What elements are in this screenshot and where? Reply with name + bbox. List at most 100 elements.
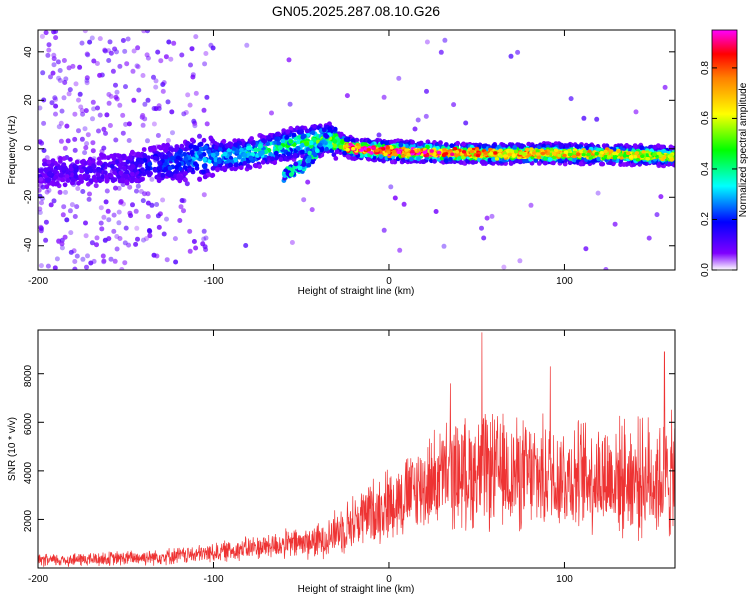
spectral-cell — [168, 146, 174, 152]
spectral-cell — [96, 156, 102, 162]
spectral-cell — [177, 150, 183, 155]
spectral-cell — [654, 212, 660, 218]
spectral-cell — [123, 121, 129, 127]
spectral-cell — [194, 146, 200, 152]
spectral-cell — [633, 109, 639, 115]
spectral-cell — [273, 155, 279, 161]
spectral-cell — [454, 150, 460, 154]
spectral-cell — [66, 91, 72, 97]
spectral-cell — [327, 126, 333, 132]
spectral-cell — [210, 172, 216, 178]
spectral-cell — [441, 243, 447, 249]
spectral-cell — [528, 202, 534, 208]
spectral-cell — [116, 220, 122, 226]
snr-panel: -200 -100 0 100 Height of straight line … — [7, 329, 676, 595]
spectral-cell — [122, 260, 128, 266]
spectral-cell — [117, 236, 123, 241]
spectral-cell — [121, 153, 126, 159]
spectral-cell — [197, 177, 203, 182]
spectral-cell — [369, 151, 374, 155]
spectral-cell — [172, 236, 178, 242]
spectral-cell — [80, 111, 86, 117]
spectral-cell — [122, 165, 127, 171]
spectral-cell — [107, 123, 113, 128]
spectral-cell — [202, 157, 208, 162]
spectral-cell — [216, 159, 222, 165]
spectral-cell — [145, 97, 151, 103]
spectral-cell — [145, 55, 151, 61]
spectral-cell — [449, 143, 455, 149]
spectral-cell — [381, 227, 387, 233]
spectral-cell — [222, 166, 228, 172]
spectral-cell — [204, 121, 210, 127]
spectral-cell — [345, 154, 351, 160]
spectral-cell — [178, 204, 184, 210]
spectral-cell — [123, 225, 129, 231]
spectral-cell — [189, 150, 195, 156]
spectral-cell — [145, 170, 151, 175]
spectral-cell — [191, 239, 197, 244]
spectral-cell — [652, 152, 657, 157]
spectral-cell — [53, 103, 59, 109]
spectral-cell — [164, 216, 169, 222]
spectral-cell — [120, 38, 126, 43]
spectral-cell — [483, 151, 488, 155]
spectral-cell — [285, 129, 291, 135]
spectral-cell — [84, 141, 90, 147]
spectral-cell — [626, 151, 631, 156]
spectral-cell — [479, 159, 485, 165]
spectral-cell — [423, 153, 428, 158]
spectral-cell — [568, 96, 574, 102]
spectral-cell — [432, 158, 437, 164]
spectral-cell — [266, 135, 272, 140]
spectral-cell — [117, 63, 123, 69]
spectral-cell — [126, 242, 132, 248]
spectral-cell — [53, 35, 59, 41]
spectrogram-xtick-label: -100 — [203, 276, 223, 287]
spectral-cell — [272, 159, 277, 165]
spectral-cell — [645, 157, 650, 161]
spectral-cell — [56, 124, 62, 130]
spectral-cell — [213, 161, 218, 167]
spectral-cell — [171, 40, 177, 46]
spectral-cell — [562, 153, 567, 158]
spectral-cell — [113, 137, 119, 143]
spectral-cell — [58, 120, 64, 126]
spectral-cell — [671, 162, 675, 168]
spectral-cell — [62, 182, 68, 188]
spectral-cell — [659, 144, 665, 150]
spectral-cell — [124, 169, 130, 175]
spectral-cell — [603, 267, 609, 270]
spectral-cell — [115, 153, 121, 158]
spectral-cell — [47, 171, 53, 176]
spectral-cell — [333, 156, 339, 161]
spectral-cell — [90, 116, 95, 122]
spectral-cell — [101, 153, 107, 159]
snr-xtick-label: -200 — [28, 574, 48, 585]
spectral-cell — [147, 161, 153, 167]
spectral-cell — [189, 46, 195, 52]
spectral-cell — [78, 104, 84, 110]
spectral-cell — [135, 45, 141, 51]
spectral-cell — [54, 181, 60, 186]
spectral-cell — [46, 47, 52, 53]
spectral-cell — [97, 36, 103, 42]
snr-plot-area — [38, 330, 675, 568]
spectral-cell — [61, 204, 67, 210]
spectral-cell — [74, 253, 80, 259]
spectral-cell — [139, 177, 145, 183]
spectral-cell — [72, 147, 78, 153]
spectral-cell — [123, 173, 129, 179]
spectral-cell — [182, 151, 187, 157]
spectral-cell — [80, 256, 86, 262]
spectral-cell — [287, 101, 293, 107]
spectral-cell — [244, 42, 250, 48]
spectral-cell — [68, 157, 73, 162]
spectral-cell — [248, 155, 254, 161]
spectral-cell — [64, 174, 70, 179]
spectral-cell — [104, 188, 110, 194]
spectral-cell — [547, 157, 553, 162]
spectral-cell — [61, 166, 66, 172]
spectral-cell — [249, 136, 255, 141]
spectral-cell — [396, 75, 402, 81]
